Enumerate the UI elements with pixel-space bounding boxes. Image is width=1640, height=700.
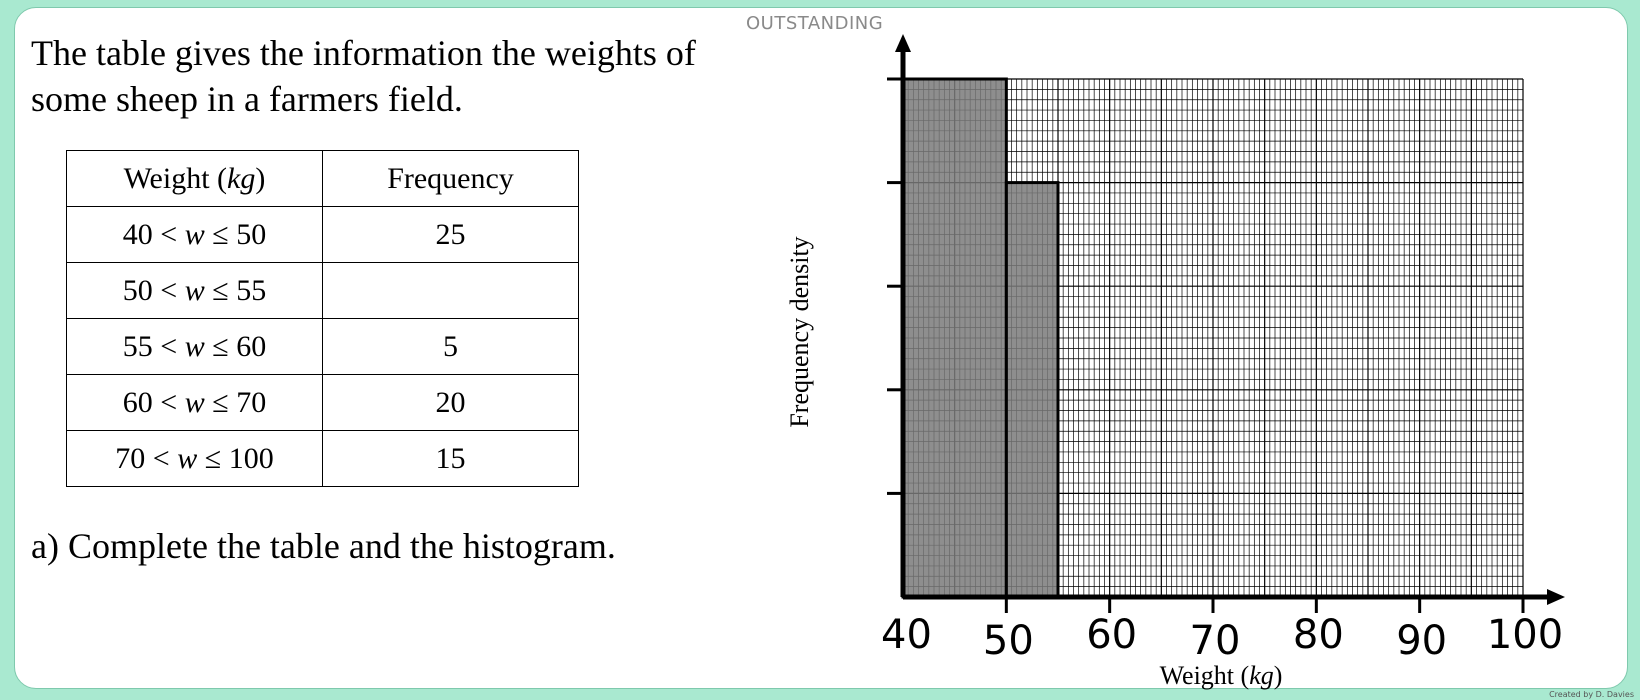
frequency-cell: 20: [322, 374, 579, 431]
frequency-cell: 25: [322, 206, 579, 263]
level-label: OUTSTANDING: [746, 13, 884, 34]
weight-cell: 70 < w ≤ 100: [66, 430, 323, 487]
x-axis-label: Weight (kg): [1160, 661, 1283, 690]
table-header-row: Weight (kg) Frequency: [66, 150, 579, 207]
x-tick-label: 70: [1190, 618, 1241, 664]
x-tick-label: 60: [1086, 612, 1137, 658]
x-tick-label: 50: [983, 618, 1034, 664]
axes: [895, 34, 1565, 605]
histogram-bar-2: [1004, 181, 1060, 599]
histogram-bars: [901, 77, 1060, 599]
weight-cell: 55 < w ≤ 60: [66, 318, 323, 375]
x-axis-arrowhead: [1547, 589, 1565, 605]
x-tick-label: 100: [1487, 612, 1563, 658]
table-row: 60 < w ≤ 70 20: [66, 374, 579, 431]
x-tick-label: 80: [1293, 612, 1344, 658]
x-tick-label: 40: [881, 612, 932, 658]
y-axis-label: Frequency density: [785, 236, 814, 427]
credit-text: Created by D. Davies: [1549, 690, 1634, 699]
frequency-cell-blank[interactable]: [322, 262, 579, 319]
table-row: 40 < w ≤ 50 25: [66, 206, 579, 263]
histogram-bar-1: [901, 77, 1008, 599]
weight-cell: 40 < w ≤ 50: [66, 206, 323, 263]
x-tick-label: 90: [1396, 618, 1447, 664]
frequency-table: Weight (kg) Frequency 40 < w ≤ 50 25 50 …: [66, 150, 579, 487]
frequency-header: Frequency: [322, 150, 579, 207]
weight-cell: 60 < w ≤ 70: [66, 374, 323, 431]
question-part-a: a) Complete the table and the histogram.: [31, 526, 616, 566]
table-row: 50 < w ≤ 55: [66, 262, 579, 319]
frequency-cell: 15: [322, 430, 579, 487]
question-intro: The table gives the information the weig…: [31, 33, 696, 119]
weight-cell: 50 < w ≤ 55: [66, 262, 323, 319]
table-row: 55 < w ≤ 60 5: [66, 318, 579, 375]
y-axis-arrowhead: [895, 34, 911, 52]
frequency-cell: 5: [322, 318, 579, 375]
tick-marks: 40 50 60 70 80 90 100: [881, 77, 1563, 664]
table-row: 70 < w ≤ 100 15: [66, 430, 579, 487]
